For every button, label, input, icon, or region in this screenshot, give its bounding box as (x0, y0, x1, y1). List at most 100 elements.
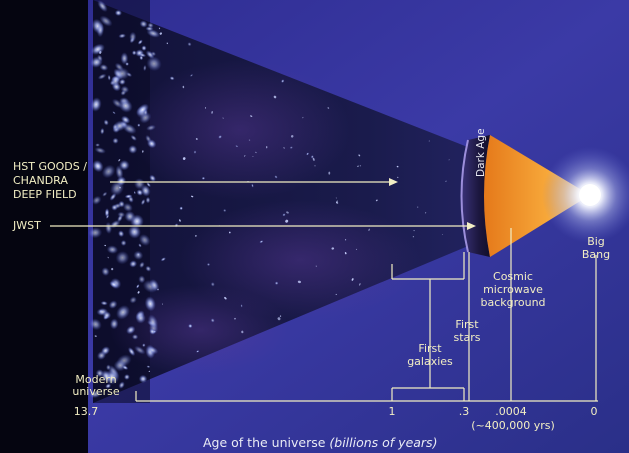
galaxy-dot (91, 195, 102, 205)
dark-age-rim (460, 139, 469, 253)
galaxy-dot (100, 370, 112, 383)
galaxy-dot (115, 165, 124, 180)
galaxy-dot (102, 311, 112, 320)
galaxy-dot (109, 193, 117, 201)
galaxy-dot (417, 206, 419, 208)
galaxy-dot (169, 76, 175, 81)
galaxy-dot (147, 346, 159, 355)
galaxy-dot (182, 157, 186, 160)
galaxy-dot (331, 247, 335, 250)
galaxy-dot (357, 165, 359, 168)
galaxy-dot (97, 54, 103, 62)
axis-tick-label-0-3: .3 (458, 405, 470, 418)
galaxy-dot (118, 230, 125, 238)
galaxy-dot (286, 211, 289, 214)
modern-universe-label-line-1: Modern (75, 373, 117, 386)
galaxy-dot (149, 328, 156, 335)
galaxy-dot (240, 304, 243, 308)
galaxy-dot (111, 268, 114, 271)
galaxy-dot (335, 202, 339, 204)
galaxy-dot (445, 180, 447, 182)
galaxy-dot (182, 85, 185, 89)
galaxy-dot (425, 212, 427, 214)
galaxy-dot (131, 334, 139, 340)
galaxy-dot (273, 95, 277, 99)
jwst-label: JWST (13, 219, 41, 232)
galaxy-dot (144, 296, 156, 312)
galaxy-dot (224, 296, 227, 300)
galaxy-dot (252, 156, 254, 157)
galaxy-dot (140, 184, 151, 197)
galaxy-dot (250, 115, 253, 117)
cmb-label-line-1: Cosmic (493, 270, 533, 283)
galaxy-dot (448, 159, 450, 161)
galaxy-dot (97, 73, 107, 80)
galaxy-dot (375, 199, 378, 202)
galaxy-dot (211, 111, 213, 114)
galaxy-dot (128, 195, 134, 203)
galaxy-dot (139, 20, 148, 28)
galaxy-dot (118, 159, 121, 162)
galaxy-dot (255, 151, 257, 154)
galaxy-dot (139, 261, 145, 269)
galaxy-dot (149, 279, 160, 292)
galaxy-dot (119, 186, 121, 189)
first-stars-label-line-2: stars (453, 331, 481, 344)
left-black-band (0, 0, 88, 453)
galaxy-dot (235, 145, 239, 148)
galaxy-dot (90, 97, 102, 112)
galaxy-dot (95, 143, 100, 147)
galaxy-dot (166, 42, 168, 45)
galaxy-dot (148, 370, 150, 373)
galaxy-dot (204, 107, 207, 109)
galaxy-dot (312, 157, 315, 161)
galaxy-dot (120, 240, 127, 246)
galaxy-dot (118, 33, 126, 39)
galaxy-dot (111, 204, 118, 211)
galaxy-dot (285, 219, 289, 223)
cosmic-microwave-background-band (484, 135, 590, 257)
galaxy-dot (297, 280, 301, 284)
galaxy-dot (112, 123, 119, 131)
galaxy-dot (122, 202, 133, 212)
big-bang-core (579, 184, 601, 206)
galaxy-dot (129, 31, 137, 43)
galaxy-dot (282, 213, 286, 217)
galaxy-dot (244, 155, 246, 157)
galaxy-dot (112, 137, 119, 144)
galaxy-dot (128, 225, 141, 239)
galaxy-dot (241, 330, 244, 334)
galaxy-dot (101, 267, 110, 277)
galaxy-dot (397, 176, 399, 178)
axis-tick-label-0-0004: .0004 (495, 405, 527, 418)
galaxy-dot (100, 127, 105, 135)
galaxy-dot (206, 262, 211, 267)
galaxy-dot (147, 22, 154, 29)
galaxy-dot (248, 139, 251, 141)
galaxy-dot (223, 208, 227, 213)
galaxy-dot (123, 374, 130, 380)
galaxy-dot (147, 314, 159, 330)
galaxy-dot (228, 231, 231, 234)
galaxy-dot (138, 275, 146, 284)
galaxy-dot (137, 39, 143, 45)
dark-age-label: Dark Age (475, 128, 487, 177)
galaxy-dot (310, 155, 314, 159)
galaxy-dot (289, 146, 293, 149)
galaxy-dot (100, 300, 108, 306)
galaxy-dot (128, 144, 138, 154)
galaxy-dot (147, 139, 157, 149)
galaxy-dot (159, 32, 163, 35)
galaxy-dot (108, 300, 118, 309)
galaxy-dot (335, 197, 337, 199)
nebula-glow (130, 60, 350, 200)
galaxy-dot (314, 165, 316, 167)
galaxy-dot (335, 293, 337, 295)
galaxy-dot (160, 257, 166, 262)
modern-universe-label-line-2: universe (72, 385, 120, 398)
hst-label-line-2: CHANDRA (13, 174, 68, 187)
galaxy-dot (105, 364, 111, 371)
galaxy-dot (137, 123, 141, 127)
galaxy-dot (328, 171, 331, 175)
